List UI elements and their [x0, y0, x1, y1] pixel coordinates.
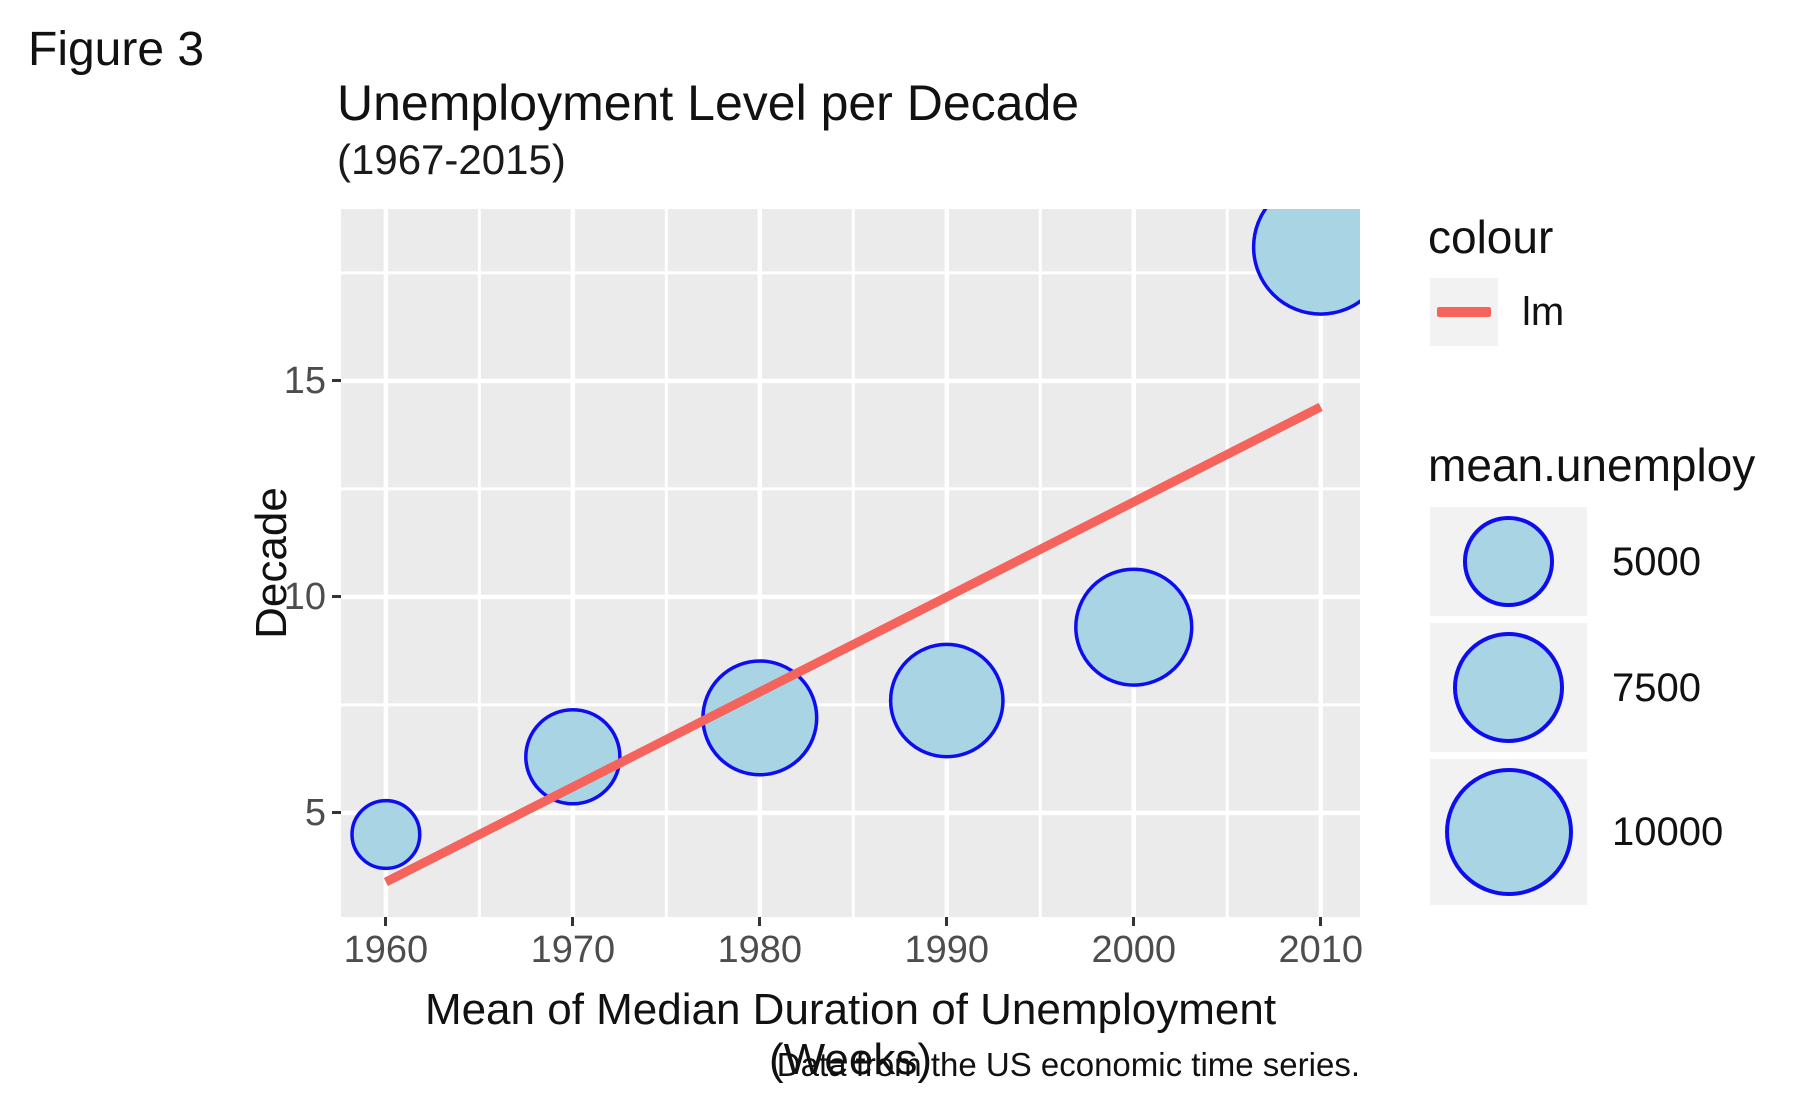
x-tick-label: 1980 — [717, 929, 803, 971]
lm-trend-line — [383, 402, 1323, 887]
x-tick-mark — [945, 917, 949, 926]
x-tick-mark — [758, 917, 762, 926]
x-tick-mark — [1319, 917, 1323, 926]
bubble-1960 — [350, 798, 422, 871]
lm-line-swatch-icon — [1437, 307, 1491, 317]
colour-legend-title: colour — [1428, 211, 1554, 263]
y-tick-mark — [332, 379, 341, 383]
bubble-1980 — [701, 659, 819, 777]
bubble-chart-canvas — [341, 209, 1360, 917]
x-axis-title: Mean of Median Duration of Unemployment … — [424, 985, 1277, 1084]
plot-panel — [341, 209, 1360, 917]
size-legend-key — [1430, 507, 1587, 616]
y-tick-label: 5 — [304, 791, 326, 834]
size-legend-entry-label: 5000 — [1612, 539, 1701, 584]
size-legend-title: mean.unemploy — [1428, 439, 1756, 491]
x-tick-mark — [1132, 917, 1136, 926]
y-tick-label: 10 — [283, 575, 326, 618]
x-tick-label: 2000 — [1091, 929, 1177, 971]
bubble-1970 — [524, 707, 622, 806]
size-legend-key — [1430, 623, 1587, 752]
size-key-circle-icon — [1463, 516, 1554, 607]
x-tick-label: 1960 — [343, 929, 429, 971]
size-key-circle-icon — [1444, 768, 1573, 896]
y-tick-mark — [332, 811, 341, 815]
x-tick-label: 1990 — [904, 929, 990, 971]
x-tick-label: 2010 — [1278, 929, 1363, 971]
colour-legend-entry-label: lm — [1522, 290, 1565, 334]
y-tick-label: 15 — [283, 359, 326, 402]
y-tick-mark — [332, 595, 341, 599]
size-key-circle-icon — [1453, 632, 1564, 743]
chart-caption: Data from the US economic time series. — [776, 1046, 1360, 1083]
size-legend-entry-label: 7500 — [1612, 665, 1701, 710]
size-legend-entry-label: 10000 — [1612, 810, 1724, 854]
chart-subtitle: (1967-2015) — [337, 136, 566, 183]
bubble-1990 — [888, 642, 1005, 759]
figure-number-label: Figure 3 — [28, 23, 205, 76]
x-tick-label: 1970 — [530, 929, 616, 971]
x-tick-mark — [384, 917, 388, 926]
chart-title: Unemployment Level per Decade — [337, 75, 1080, 131]
bubble-2000 — [1074, 567, 1194, 687]
x-tick-mark — [571, 917, 575, 926]
size-legend-key — [1430, 759, 1587, 905]
y-axis-title: Decade — [247, 487, 296, 639]
colour-legend-key — [1430, 278, 1498, 346]
bubble-2010 — [1251, 209, 1360, 316]
